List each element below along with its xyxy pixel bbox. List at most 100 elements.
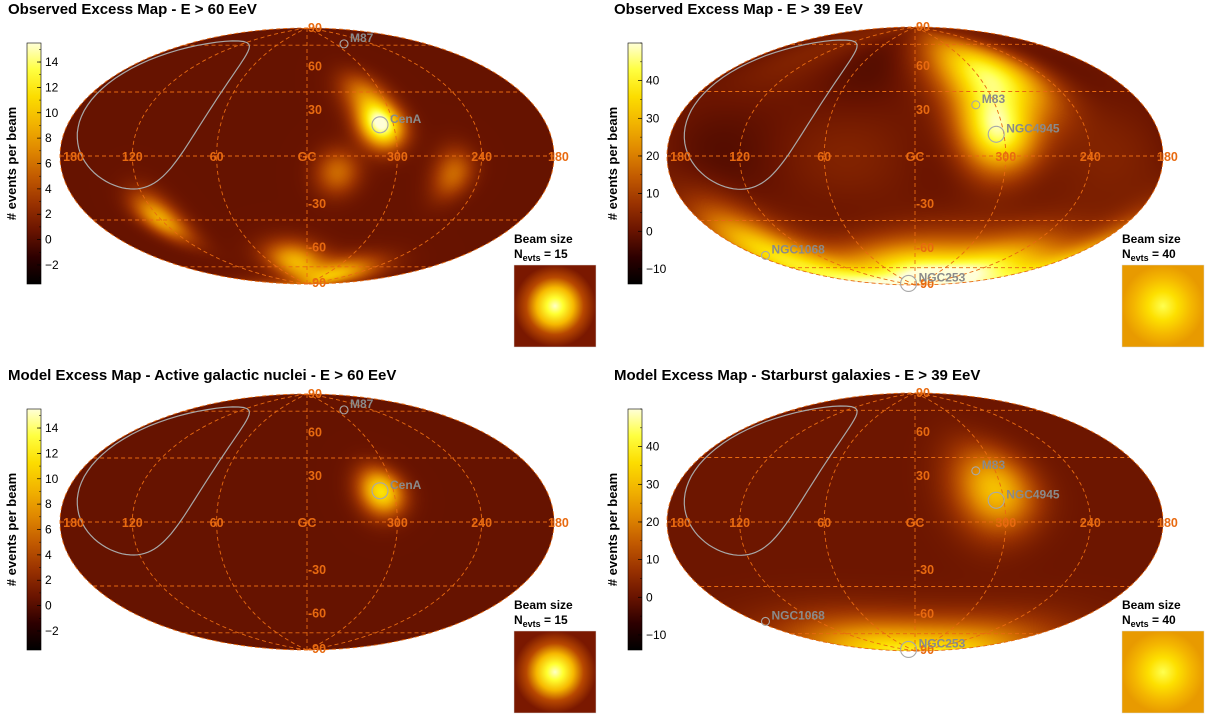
panel-title: Observed Excess Map - E > 60 EeV — [8, 1, 257, 18]
longitude-label: 180 — [548, 150, 569, 164]
colorbar-tick-label: 30 — [646, 111, 660, 125]
longitude-label: 240 — [1080, 150, 1101, 164]
latitude-label: 60 — [916, 425, 930, 439]
source-label: NGC1068 — [771, 608, 825, 622]
latitude-label: 90 — [916, 20, 930, 34]
colorbar-tick-label: 12 — [45, 446, 59, 460]
longitude-label: 180 — [548, 516, 569, 530]
latitude-label: 60 — [308, 425, 322, 439]
longitude-label: GC — [906, 516, 925, 530]
beam-size-swatch — [514, 265, 596, 347]
longitude-label: GC — [298, 516, 317, 530]
beam-size-label: Beam size — [514, 232, 573, 246]
exposure-boundary-curve — [683, 405, 858, 556]
source-marker — [760, 250, 771, 260]
latitude-label: 60 — [916, 59, 930, 73]
beam-nevts-label: Nevts = 40 — [1122, 613, 1176, 629]
longitude-label: 120 — [729, 150, 750, 164]
latitude-label: -60 — [308, 241, 326, 255]
beam-size-label: Beam size — [1122, 598, 1181, 612]
colorbar-tick-label: −2 — [45, 258, 59, 272]
latitude-label: -60 — [916, 241, 934, 255]
beam-size-swatch — [1122, 265, 1204, 347]
longitude-label: 120 — [122, 516, 143, 530]
latitude-label: 30 — [916, 469, 930, 483]
longitude-label: 300 — [387, 150, 408, 164]
longitude-label: 180 — [1157, 150, 1178, 164]
source-label: NGC4945 — [1006, 121, 1060, 135]
source-marker — [339, 39, 349, 49]
source-label: M87 — [350, 31, 374, 45]
colorbar — [628, 43, 642, 284]
colorbar-tick-label: 0 — [45, 599, 52, 613]
latitude-label: -90 — [916, 643, 934, 657]
longitude-label: 180 — [63, 150, 84, 164]
latitude-label: 30 — [308, 469, 322, 483]
longitude-label: 180 — [670, 516, 691, 530]
beam-nevts-label: Nevts = 15 — [514, 247, 568, 263]
longitude-label: 60 — [210, 516, 224, 530]
colorbar-tick-label: 0 — [45, 233, 52, 247]
colorbar-tick-label: 2 — [45, 573, 52, 587]
beam-size-swatch — [514, 631, 596, 713]
latitude-label: 30 — [308, 103, 322, 117]
latitude-label: -30 — [916, 563, 934, 577]
source-marker — [371, 482, 389, 500]
source-label: NGC1068 — [771, 242, 825, 256]
colorbar-tick-label: 10 — [646, 187, 660, 201]
panel-title: Observed Excess Map - E > 39 EeV — [614, 1, 863, 18]
longitude-label: GC — [298, 150, 317, 164]
source-label: M83 — [982, 92, 1006, 106]
excess-map-svg: 14 12 10 8 6 4 2 0 −2 # events per beam 90 60 30 -30 -… — [4, 21, 597, 348]
colorbar-tick-label: 40 — [646, 74, 660, 88]
longitude-label: 120 — [729, 516, 750, 530]
source-label: CenA — [390, 112, 422, 126]
colorbar-tick-label: 6 — [45, 523, 52, 537]
colorbar-tick-label: 12 — [45, 80, 59, 94]
colorbar-tick-label: 0 — [646, 590, 653, 604]
colorbar-tick-label: 8 — [45, 497, 52, 511]
colorbar — [27, 43, 41, 284]
panel-title: Model Excess Map - Active galactic nucle… — [8, 367, 397, 384]
source-marker — [900, 640, 918, 659]
source-label: NGC4945 — [1006, 487, 1060, 501]
graticule — [667, 27, 1163, 285]
source-marker — [987, 491, 1005, 509]
colorbar-tick-label: 10 — [646, 553, 660, 567]
colorbar-tick-label: 40 — [646, 440, 660, 454]
beam-nevts-label: Nevts = 40 — [1122, 247, 1176, 263]
source-marker — [339, 405, 349, 415]
latitude-label: -30 — [308, 197, 326, 211]
graticule — [667, 393, 1163, 651]
colorbar-axis-label: # events per beam — [4, 473, 19, 586]
longitude-label: 180 — [670, 150, 691, 164]
longitude-label: 240 — [471, 150, 492, 164]
beam-size-swatch — [1122, 631, 1204, 713]
longitude-label: 180 — [63, 516, 84, 530]
colorbar-tick-label: 14 — [45, 421, 59, 435]
colorbar-tick-label: 4 — [45, 182, 52, 196]
colorbar-axis-label: # events per beam — [4, 107, 19, 220]
longitude-label: 240 — [1080, 516, 1101, 530]
colorbar — [27, 409, 41, 650]
graticule — [60, 28, 554, 284]
source-label: NGC253 — [919, 270, 966, 284]
latitude-label: -60 — [308, 607, 326, 621]
panel-model-agn-60: Model Excess Map - Active galactic nucle… — [0, 359, 606, 718]
source-marker — [971, 100, 981, 110]
colorbar-tick-label: 20 — [646, 149, 660, 163]
latitude-label: -90 — [308, 642, 326, 656]
colorbar-axis-label: # events per beam — [605, 107, 620, 220]
longitude-label: 300 — [995, 150, 1016, 164]
latitude-label: -30 — [916, 197, 934, 211]
longitude-label: GC — [906, 150, 925, 164]
latitude-label: -30 — [308, 563, 326, 577]
longitude-label: 300 — [995, 516, 1016, 530]
source-marker — [987, 125, 1005, 143]
excess-map-svg: 14 12 10 8 6 4 2 0 −2 # events per beam 90 60 30 -30 -… — [4, 387, 597, 714]
colorbar-tick-label: 30 — [646, 477, 660, 491]
latitude-label: 60 — [308, 59, 322, 73]
colorbar-tick-label: 10 — [45, 472, 59, 486]
colorbar-tick-label: 8 — [45, 131, 52, 145]
longitude-label: 180 — [1157, 516, 1178, 530]
